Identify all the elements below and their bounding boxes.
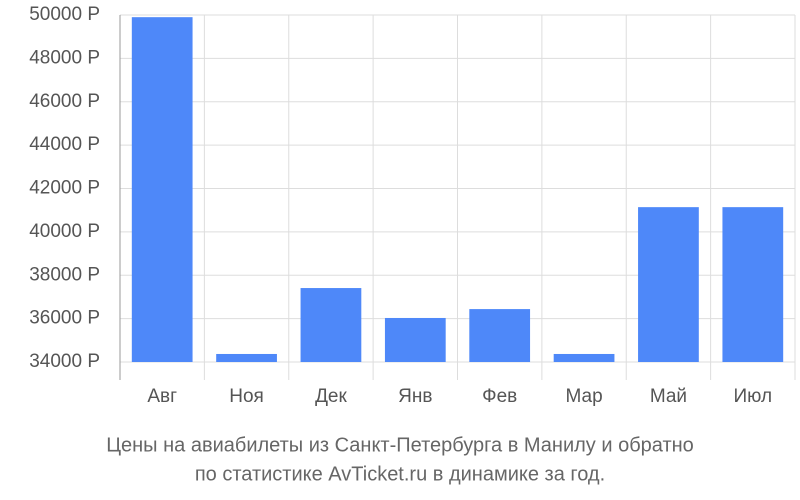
x-tick-label: Фев bbox=[482, 386, 517, 407]
x-tick-label: Май bbox=[650, 386, 687, 407]
caption-line: Цены на авиабилеты из Санкт-Петербурга в… bbox=[106, 434, 694, 456]
y-tick-label: 42000 Р bbox=[29, 178, 100, 199]
y-tick-label: 40000 Р bbox=[29, 221, 100, 242]
y-tick-label: 44000 Р bbox=[29, 134, 100, 155]
y-tick-label: 38000 Р bbox=[29, 264, 100, 285]
bar bbox=[131, 17, 193, 362]
y-tick-label: 50000 Р bbox=[29, 4, 100, 25]
bar bbox=[384, 317, 446, 362]
bar bbox=[216, 353, 277, 362]
x-tick-label: Ноя bbox=[229, 386, 264, 407]
bar bbox=[300, 288, 362, 362]
x-tick-label: Мар bbox=[565, 386, 602, 407]
y-tick-label: 36000 Р bbox=[29, 308, 100, 329]
y-tick-label: 34000 Р bbox=[29, 351, 100, 372]
x-tick-label: Дек bbox=[315, 386, 347, 407]
x-tick-label: Янв bbox=[398, 386, 432, 407]
y-tick-label: 46000 Р bbox=[29, 91, 100, 112]
bar bbox=[722, 207, 784, 362]
x-tick-label: Июл bbox=[734, 386, 773, 407]
bar bbox=[469, 309, 531, 362]
x-tick-label: Авг bbox=[147, 386, 177, 407]
bar bbox=[553, 353, 615, 362]
y-tick-label: 48000 Р bbox=[29, 47, 100, 68]
bar bbox=[638, 207, 699, 362]
caption-line: по статистике AvTicket.ru в динамике за … bbox=[195, 463, 605, 485]
